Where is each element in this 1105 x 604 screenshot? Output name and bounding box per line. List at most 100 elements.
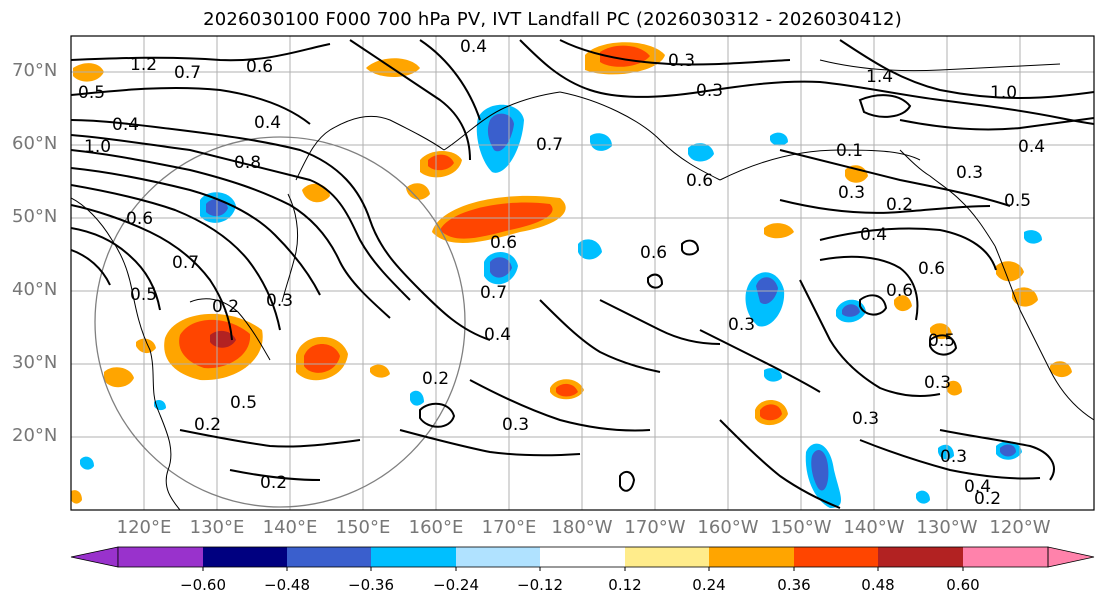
lat-label: 50°N — [12, 206, 58, 227]
shade-patch-orange — [370, 364, 390, 378]
contour-label: 0.7 — [536, 135, 563, 155]
lon-label: 140°W — [843, 517, 905, 538]
colorbar-bin — [625, 547, 709, 567]
contour-label: 0.3 — [728, 315, 755, 335]
shade-patch-lightblue — [688, 143, 714, 162]
contour-label: 0.2 — [886, 195, 913, 215]
contour-label: 0.3 — [852, 409, 879, 429]
colorbar-bin — [203, 547, 287, 567]
shade-patch-orange — [104, 367, 134, 388]
lat-label: 20°N — [12, 425, 58, 446]
lat-label: 30°N — [12, 352, 58, 373]
lat-label: 70°N — [12, 60, 58, 81]
shade-patch-red — [440, 202, 553, 239]
shade-patch-lightblue — [938, 444, 954, 460]
lon-label: 160°E — [408, 517, 464, 538]
contour-label: 0.6 — [490, 233, 517, 253]
contour-label: 0.6 — [918, 259, 945, 279]
colorbar-tick-label: −0.36 — [348, 576, 394, 594]
lon-label: 140°E — [262, 517, 318, 538]
lon-label: 150°E — [335, 517, 391, 538]
contour-label: 0.3 — [696, 81, 723, 101]
map-frame — [70, 35, 1095, 511]
shade-patch-orange — [946, 380, 962, 396]
contour-label: 0.2 — [974, 489, 1001, 509]
contour-label: 0.4 — [860, 225, 887, 245]
colorbar-tick-label: −0.12 — [517, 576, 563, 594]
contour-label: 0.7 — [174, 63, 201, 83]
contour-label: 0.2 — [422, 369, 449, 389]
contour-label: 0.8 — [234, 153, 261, 173]
shade-patch-orange — [894, 295, 912, 312]
contour-label: 0.4 — [254, 113, 281, 133]
contour-label: 0.3 — [266, 291, 293, 311]
shade-patch-red — [428, 154, 454, 171]
shade-patch-lightblue — [590, 133, 612, 151]
shade-patch-blue — [811, 450, 829, 491]
shade-patch-orange — [1012, 287, 1038, 307]
shade-patch-lightblue — [1024, 230, 1042, 244]
colorbar-bin — [878, 547, 963, 567]
pv-contours — [71, 39, 1094, 509]
lon-label: 150°W — [770, 517, 832, 538]
shade-patch-lightblue — [764, 368, 782, 382]
contour-label: 0.5 — [130, 285, 157, 305]
pv-ivt-map: 1.2 0.7 0.6 0.5 0.4 1.0 0.8 0.4 0.6 0.7 … — [70, 35, 1095, 511]
colorbar-bin — [118, 547, 203, 567]
colorbar-extend-high — [1047, 546, 1095, 568]
contour-label: 1.2 — [130, 55, 157, 75]
contour-labels: 1.2 0.7 0.6 0.5 0.4 1.0 0.8 0.4 0.6 0.7 … — [78, 37, 1045, 509]
shade-patch-red — [304, 344, 340, 373]
shade-patch-lightblue — [916, 490, 930, 504]
colorbar-tick-label: 0.12 — [608, 576, 642, 594]
lat-label: 60°N — [12, 133, 58, 154]
colorbar-bin — [371, 547, 456, 567]
shade-patch-orange — [1050, 361, 1072, 378]
shade-patch-blue — [487, 113, 514, 152]
lon-label: 180°W — [551, 517, 613, 538]
contour-label: 0.4 — [964, 477, 991, 497]
colorbar-bin — [287, 547, 371, 567]
colorbar-bin — [709, 547, 794, 567]
shade-patch-blue — [1000, 444, 1016, 457]
contour-label: 0.7 — [480, 283, 507, 303]
colorbar-tick-label: 0.48 — [861, 576, 895, 594]
shade-patch-lightblue — [770, 132, 788, 146]
contour-label: 0.3 — [924, 373, 951, 393]
contour-label: 1.0 — [84, 137, 111, 157]
colorbar-bin — [456, 547, 540, 567]
lon-label: 120°E — [116, 517, 172, 538]
shade-patch-lightblue — [80, 456, 94, 470]
range-circle — [94, 136, 466, 508]
lon-label: 170°W — [624, 517, 686, 538]
contour-label: 0.6 — [246, 57, 273, 77]
contour-label: 0.3 — [956, 163, 983, 183]
lon-label: 120°W — [989, 517, 1051, 538]
contour-label: 0.7 — [172, 253, 199, 273]
shade-patch-red — [556, 383, 578, 397]
shade-patch-lightblue — [578, 239, 602, 260]
map-title: 2026030100 F000 700 hPa PV, IVT Landfall… — [203, 9, 902, 30]
contour-label: 0.4 — [112, 115, 139, 135]
contour-label: 0.6 — [126, 209, 153, 229]
contour-label: 0.2 — [260, 473, 287, 493]
contour-label: 0.3 — [502, 415, 529, 435]
shade-patch-blue — [842, 304, 860, 317]
colorbar-bin — [540, 547, 625, 567]
colorbar-tick-label: 0.36 — [777, 576, 811, 594]
contour-label: 0.5 — [928, 331, 955, 351]
colorbar-outline — [117, 546, 1049, 568]
contour-label: 1.0 — [990, 83, 1017, 103]
contour-label: 0.6 — [686, 171, 713, 191]
contour-label: 0.4 — [484, 325, 511, 345]
shade-patch-lightblue — [410, 390, 424, 406]
colorbar-extend-low — [70, 546, 119, 568]
contour-label: 0.3 — [940, 447, 967, 467]
contour-label: 0.2 — [212, 297, 239, 317]
contour-label: 0.5 — [78, 83, 105, 103]
lat-label: 40°N — [12, 279, 58, 300]
colorbar-bin — [963, 547, 1048, 567]
colorbar-tick-label: 0.24 — [692, 576, 726, 594]
contour-label: 0.5 — [1004, 191, 1031, 211]
contour-label: 0.6 — [640, 243, 667, 263]
